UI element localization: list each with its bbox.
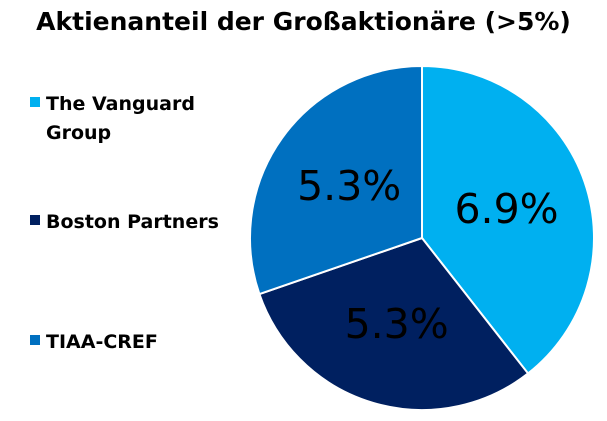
legend-swatch-tiaa (30, 335, 40, 345)
legend-item-boston: Boston Partners (30, 208, 231, 237)
chart-title: Aktienanteil der Großaktionäre (>5%) (36, 7, 571, 36)
pie-slice-vanguard (421, 64, 595, 375)
pie-labels: 6.9% 5.3% 5.3% (297, 162, 559, 348)
data-label-vanguard: 6.9% (454, 185, 558, 233)
legend-label-vanguard: The Vanguard Group (46, 93, 195, 144)
legend-label-tiaa: TIAA-CREF (46, 331, 158, 353)
pie-slice-boston (258, 236, 530, 411)
legend-item-tiaa: TIAA-CREF (30, 328, 231, 357)
pie-slices (249, 64, 595, 411)
data-label-boston: 5.3% (345, 300, 449, 348)
legend-swatch-boston (30, 215, 40, 225)
legend-item-vanguard: The Vanguard Group (30, 90, 231, 148)
data-label-tiaa: 5.3% (297, 162, 401, 210)
legend-label-boston: Boston Partners (46, 211, 219, 233)
legend-swatch-vanguard (30, 97, 40, 107)
pie-slice-tiaa (249, 64, 423, 296)
